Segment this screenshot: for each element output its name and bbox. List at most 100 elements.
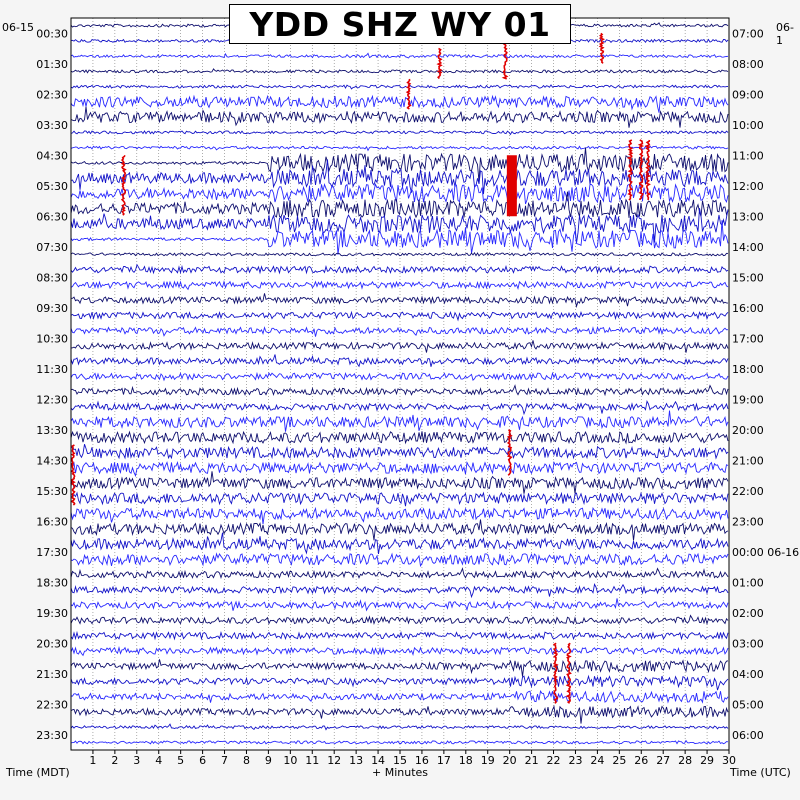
trace-row xyxy=(70,182,729,205)
minute-tick-label: 26 xyxy=(634,754,648,767)
event-trace xyxy=(565,642,572,704)
minute-tick-label: 24 xyxy=(590,754,604,767)
trace-row xyxy=(70,659,729,677)
right-tick-label: 08:00 xyxy=(732,58,764,71)
event-trace xyxy=(644,139,652,201)
left-tick-label: 08:30 xyxy=(36,271,68,284)
left-tick-label: 15:30 xyxy=(36,485,68,498)
trace-row xyxy=(70,84,729,90)
event-trace xyxy=(70,444,76,506)
trace-row xyxy=(70,519,729,541)
minute-tick-label: 30 xyxy=(722,754,736,767)
right-tick-label: 09:00 xyxy=(732,88,764,101)
event-trace xyxy=(120,154,127,216)
left-tick-label: 19:30 xyxy=(36,607,68,620)
trace-row xyxy=(70,208,729,244)
right-time-axis: 07:00 08:00 09:00 10:00 11:00 12:00 13:00 14:00… xyxy=(732,27,799,742)
right-tick-label: 02:00 xyxy=(732,607,764,620)
trace-row xyxy=(70,444,729,460)
trace-row xyxy=(70,191,729,219)
minute-tick-label: 12 xyxy=(327,754,341,767)
trace-row xyxy=(70,460,729,478)
minutes-axis: 1 2 3 4 5 6 7 8 9 10 11 12 13 14 15 16 17 18 19 20 21 22 23 24 2… xyxy=(89,750,736,767)
minute-tick-label: 22 xyxy=(547,754,561,767)
trace-row xyxy=(70,723,729,731)
left-tick-label: 10:30 xyxy=(36,332,68,345)
trace-row xyxy=(70,399,729,416)
left-tick-label: 04:30 xyxy=(36,149,68,162)
left-tick-label: 06:30 xyxy=(36,210,68,223)
right-tick-label: 13:00 xyxy=(732,210,764,223)
trace-row xyxy=(70,220,729,255)
trace-row xyxy=(70,491,729,507)
right-tick-label: 18:00 xyxy=(732,363,764,376)
trace-row xyxy=(70,645,729,657)
right-tick-label: 06:00 xyxy=(732,729,764,742)
trace-row xyxy=(70,630,729,641)
left-tick-label: 05:30 xyxy=(36,180,68,193)
trace-row xyxy=(70,263,729,275)
left-tick-label: 11:30 xyxy=(36,363,68,376)
event-trace xyxy=(436,47,443,80)
right-tick-label: 19:00 xyxy=(732,393,764,406)
minute-tick-label: 21 xyxy=(525,754,539,767)
left-tick-label: 03:30 xyxy=(36,119,68,132)
trace-row xyxy=(70,279,729,291)
trace-row xyxy=(70,430,729,445)
trace-row xyxy=(70,310,729,322)
left-tick-label: 12:30 xyxy=(36,393,68,406)
minute-tick-label: 11 xyxy=(305,754,319,767)
minute-tick-label: 7 xyxy=(221,754,228,767)
right-tick-label: 17:00 xyxy=(732,332,764,345)
minute-tick-label: 4 xyxy=(155,754,162,767)
event-burst xyxy=(506,155,517,217)
trace-row xyxy=(70,371,729,382)
left-time-axis: 00:30 01:30 02:30 03:30 04:30 05:30 06:30 07:30… xyxy=(36,27,68,742)
trace-row xyxy=(70,354,729,368)
left-tick-label: 13:30 xyxy=(36,424,68,437)
minute-tick-label: 2 xyxy=(111,754,118,767)
minute-tick-label: 18 xyxy=(459,754,473,767)
minute-tick-label: 1 xyxy=(89,754,96,767)
left-tick-label: 20:30 xyxy=(36,637,68,650)
right-tick-label: 04:00 xyxy=(732,668,764,681)
chart-title: YDD SHZ WY 01 xyxy=(229,4,571,44)
left-tick-label: 17:30 xyxy=(36,546,68,559)
trace-row xyxy=(70,410,729,432)
left-tick-label: 23:30 xyxy=(36,729,68,742)
trace-row xyxy=(70,705,729,724)
right-tick-label: 10:00 xyxy=(732,119,764,132)
right-tick-label: 14:00 xyxy=(732,241,764,254)
left-tick-label: 14:30 xyxy=(36,454,68,467)
trace-row xyxy=(70,147,729,182)
trace-row xyxy=(70,130,729,136)
left-axis-label: Time (MDT) xyxy=(6,766,70,779)
right-tick-label: 11:00 xyxy=(732,149,764,162)
start-date-left: 06-15 xyxy=(2,21,34,34)
trace-row xyxy=(70,506,729,525)
right-tick-label: 01:00 xyxy=(732,576,764,589)
trace-row xyxy=(70,674,729,691)
trace-row xyxy=(70,471,729,494)
left-tick-label: 02:30 xyxy=(36,88,68,101)
trace-row xyxy=(70,739,729,745)
event-trace xyxy=(405,78,412,110)
right-tick-label: 12:00 xyxy=(732,180,764,193)
minute-tick-label: 19 xyxy=(481,754,495,767)
trace-row xyxy=(70,94,729,113)
minute-tick-label: 8 xyxy=(243,754,250,767)
right-tick-label: 03:00 xyxy=(732,637,764,650)
minute-grid xyxy=(92,18,708,750)
event-trace xyxy=(506,429,513,476)
right-tick-label: 16:00 xyxy=(732,302,764,315)
left-tick-label: 21:30 xyxy=(36,668,68,681)
minute-tick-label: 5 xyxy=(177,754,184,767)
right-tick-label: 05:00 xyxy=(732,698,764,711)
minute-tick-label: 10 xyxy=(283,754,297,767)
right-tick-label: 22:00 xyxy=(732,485,764,498)
minute-tick-label: 20 xyxy=(503,754,517,767)
minute-tick-label: 15 xyxy=(393,754,407,767)
left-tick-label: 16:30 xyxy=(36,515,68,528)
center-axis-label: + Minutes xyxy=(372,766,429,779)
